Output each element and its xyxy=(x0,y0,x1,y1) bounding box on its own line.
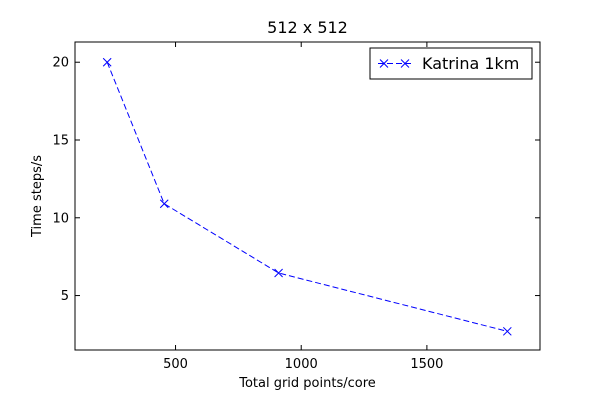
x-tick-label: 500 xyxy=(163,357,188,372)
x-axis-label: Total grid points/core xyxy=(238,376,376,391)
y-tick-label: 10 xyxy=(52,211,69,226)
series-layer xyxy=(102,57,512,336)
y-tick-label: 20 xyxy=(52,56,69,71)
chart-title: 512 x 512 xyxy=(267,18,348,37)
legend: Katrina 1km xyxy=(369,47,533,80)
x-axis-ticks: 500 1000 1500 xyxy=(163,42,443,372)
data-point-marker xyxy=(102,57,112,67)
data-point-marker xyxy=(502,326,512,336)
data-point-marker xyxy=(274,268,283,278)
y-tick-label: 15 xyxy=(52,134,69,149)
series-line xyxy=(106,62,508,332)
y-axis-label: Time steps/s xyxy=(30,155,45,238)
legend-marker xyxy=(379,59,389,68)
data-point-marker xyxy=(159,199,169,209)
legend-marker xyxy=(400,59,410,68)
plot-frame xyxy=(74,41,541,351)
legend-series-label: Katrina 1km xyxy=(422,54,519,73)
y-axis-ticks: 5 10 15 20 xyxy=(52,56,540,304)
y-tick-label: 5 xyxy=(61,289,69,304)
x-tick-label: 1000 xyxy=(285,357,318,372)
plot-area: 500 1000 1500 5 10 15 20 xyxy=(52,41,541,372)
legend-series-sample xyxy=(378,59,412,68)
x-tick-label: 1500 xyxy=(410,357,443,372)
